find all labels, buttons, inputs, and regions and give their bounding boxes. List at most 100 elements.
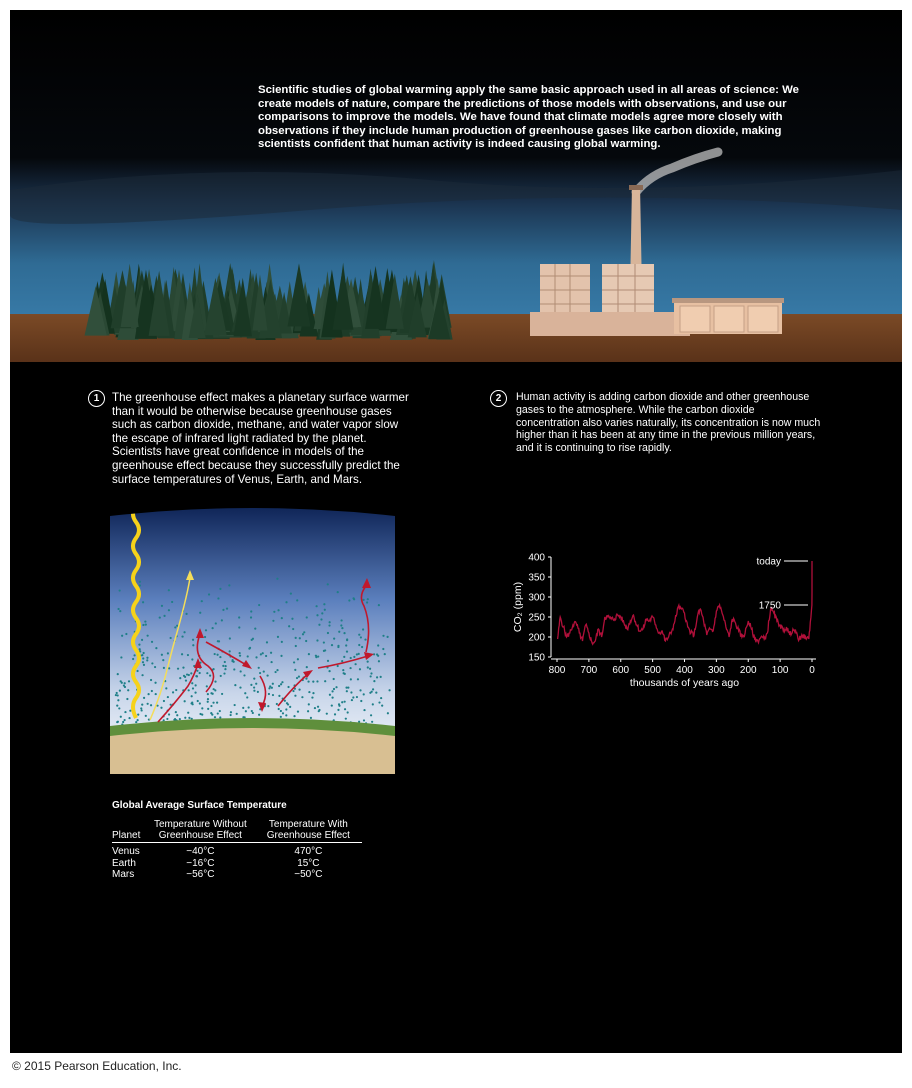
tree [332, 266, 354, 330]
temperature-table-block: Global Average Surface Temperature Plane… [112, 800, 363, 881]
molecule-dot [288, 625, 291, 628]
molecule-dot [119, 715, 122, 718]
molecule-dot [278, 684, 281, 688]
molecule-dot [214, 689, 217, 692]
molecule-dot [258, 671, 262, 675]
molecule-dot [328, 693, 331, 696]
molecule-dot [281, 712, 285, 715]
molecule-dot [341, 701, 344, 704]
molecule-dot [353, 655, 356, 658]
molecule-dot [160, 706, 163, 709]
molecule-dot [228, 584, 231, 587]
molecule-dot [155, 647, 158, 650]
molecule-dot [348, 599, 351, 602]
molecule-dot [146, 659, 149, 662]
molecule-dot [296, 710, 300, 713]
molecule-dot [223, 660, 226, 664]
molecule-dot [188, 716, 191, 720]
molecule-dot [289, 592, 292, 595]
molecule-dot [285, 601, 288, 604]
molecule-dot [342, 669, 345, 672]
molecule-dot [228, 650, 231, 653]
molecule-dot [191, 638, 195, 641]
molecule-dot [285, 714, 288, 717]
molecule-dot [383, 653, 386, 656]
molecule-dot [176, 667, 180, 670]
molecule-dot [219, 716, 222, 719]
molecule-dot [317, 710, 320, 713]
molecule-dot [285, 708, 288, 711]
molecule-dot [146, 634, 149, 637]
molecule-dot [249, 616, 253, 619]
molecule-dot [340, 624, 343, 627]
molecule-dot [140, 709, 143, 712]
molecule-dot [318, 623, 321, 626]
molecule-dot [176, 714, 179, 717]
molecule-dot [154, 692, 157, 696]
molecule-dot [358, 633, 361, 636]
molecule-dot [136, 669, 139, 673]
molecule-dot [169, 703, 172, 706]
molecule-dot [268, 687, 271, 690]
molecule-dot [366, 601, 369, 604]
molecule-dot [377, 644, 380, 647]
molecule-dot [223, 672, 226, 675]
cell-planet: Venus [112, 846, 140, 857]
tree [428, 291, 451, 340]
molecule-dot [364, 638, 367, 641]
molecule-dot [281, 681, 284, 684]
molecule-dot [184, 679, 188, 682]
molecule-dot [122, 720, 125, 724]
molecule-dot [386, 712, 389, 715]
molecule-dot [201, 707, 204, 710]
molecule-dot [217, 597, 220, 600]
header-with: Temperature With Greenhouse Effect [254, 819, 363, 843]
molecule-dot [144, 620, 147, 623]
molecule-dot [375, 653, 379, 656]
molecule-dot [345, 644, 348, 647]
molecule-dot [271, 693, 275, 697]
molecule-dot [206, 672, 209, 675]
molecule-dot [220, 619, 223, 622]
molecule-dot [350, 698, 354, 702]
molecule-dot [176, 624, 179, 627]
molecule-dot [331, 690, 334, 693]
table-title: Global Average Surface Temperature [112, 800, 287, 811]
molecule-dot [116, 694, 119, 697]
molecule-dot [294, 644, 297, 648]
molecule-dot [287, 685, 290, 689]
molecule-dot [305, 677, 308, 680]
molecule-dot [168, 667, 171, 670]
molecule-dot [119, 609, 122, 613]
molecule-dot [183, 631, 186, 634]
molecule-dot [271, 682, 274, 685]
molecule-dot [353, 598, 356, 601]
molecule-dot [315, 656, 318, 659]
molecule-dot [219, 655, 222, 659]
molecule-dot [361, 645, 364, 649]
molecule-dot [386, 635, 389, 638]
step-1-number: 1 [88, 390, 105, 407]
molecule-dot [247, 706, 250, 709]
molecule-dot [323, 603, 326, 606]
y-tick-label: 350 [528, 573, 545, 584]
molecule-dot [183, 700, 186, 703]
molecule-dot [377, 604, 380, 607]
molecule-dot [366, 666, 369, 669]
molecule-dot [326, 659, 330, 662]
molecule-dot [326, 583, 329, 586]
annotation-label: 1750 [759, 601, 782, 612]
molecule-dot [239, 670, 242, 673]
molecule-dot [280, 617, 283, 620]
molecule-dot [234, 684, 237, 687]
molecule-dot [379, 675, 382, 678]
molecule-dot [124, 710, 127, 714]
molecule-dot [140, 638, 144, 641]
y-tick-label: 150 [528, 653, 545, 664]
header-without: Temperature Without Greenhouse Effect [146, 819, 255, 843]
molecule-dot [330, 644, 334, 647]
molecule-dot [138, 580, 141, 583]
molecule-dot [216, 712, 219, 715]
molecule-dot [231, 660, 234, 663]
molecule-dot [137, 713, 140, 716]
